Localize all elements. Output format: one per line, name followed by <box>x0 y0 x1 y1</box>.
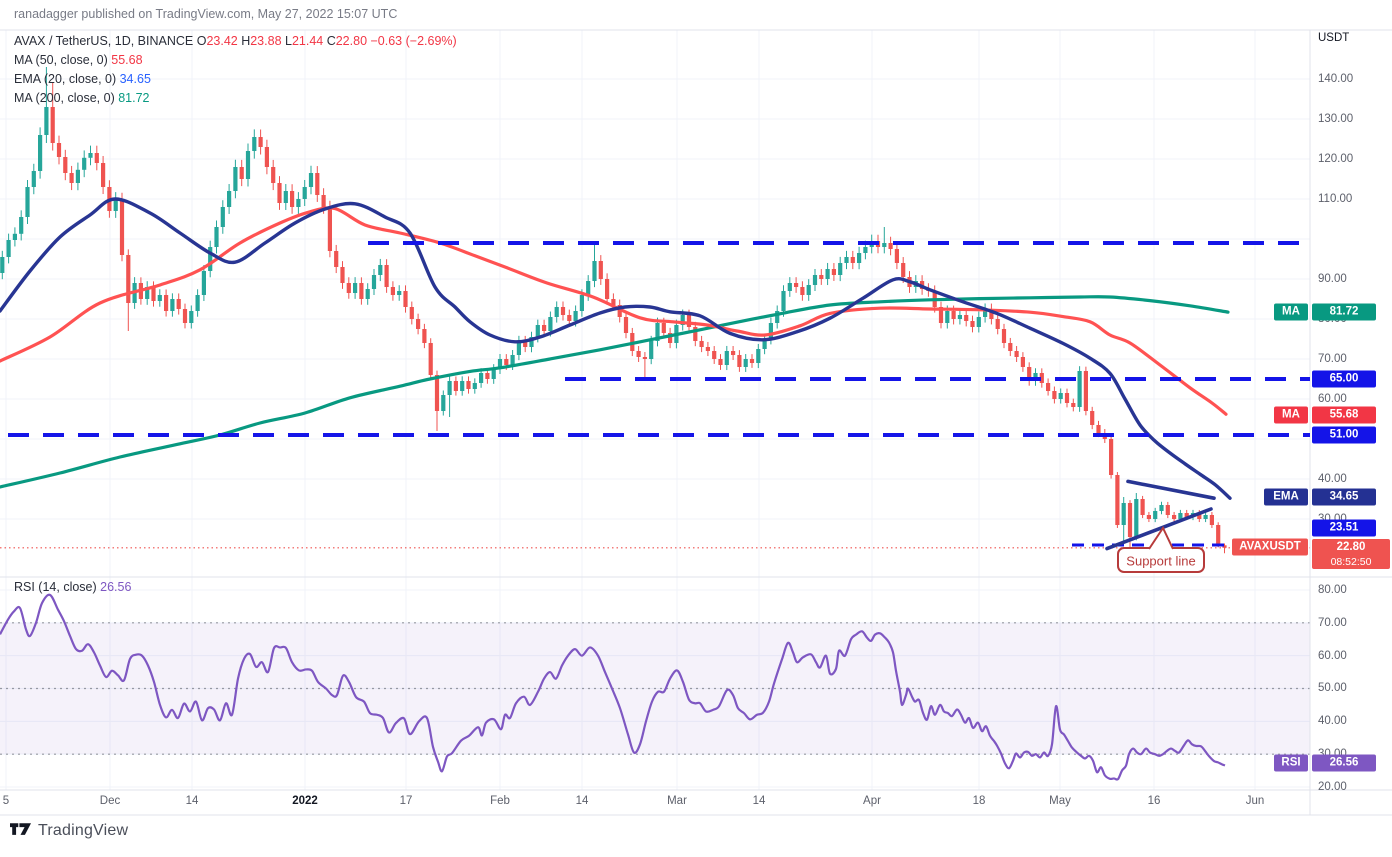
indicator-label: MA (200, close, 0) <box>14 91 119 105</box>
rsi-line-layer <box>0 593 1226 781</box>
indicator-row[interactable]: MA (50, close, 0) 55.68 <box>14 51 457 70</box>
symbol-row: AVAX / TetherUS, 1D, BINANCE O23.42 H23.… <box>14 32 457 51</box>
watermark: ranadagger published on TradingView.com,… <box>14 7 398 21</box>
ohlc-value: 23.42 <box>206 34 238 48</box>
pane-frames <box>0 29 1392 816</box>
time-tick: 14 <box>752 795 766 807</box>
price-tick: 70.00 <box>1318 617 1347 629</box>
ma-50-line <box>0 206 1228 416</box>
rsi-label[interactable]: RSI (14, close) <box>14 580 97 594</box>
tradingview-logo-icon <box>10 823 31 835</box>
ohlc-value: 21.44 <box>291 34 324 48</box>
last-price-value: 22.80 <box>1336 541 1366 553</box>
price-tick: 40.00 <box>1318 715 1347 727</box>
price-tick: 40.00 <box>1318 473 1347 485</box>
price-axis-currency: USDT <box>1318 32 1350 44</box>
ma-name-chip: MA <box>1274 303 1308 321</box>
time-tick: 14 <box>575 795 589 807</box>
value-chip-55.68: 55.68 <box>1312 406 1376 424</box>
time-tick: Dec <box>99 795 121 807</box>
indicator-value: 55.68 <box>111 53 143 67</box>
ema-name-chip: EMA <box>1264 488 1308 506</box>
value-chip-26.56: 26.56 <box>1312 754 1376 772</box>
value-chip-81.72: 81.72 <box>1312 303 1376 321</box>
rsi-value: 26.56 <box>100 580 132 594</box>
indicator-row[interactable]: EMA (20, close, 0) 34.65 <box>14 70 457 89</box>
bar-countdown: 08:52:50 <box>1330 556 1372 568</box>
price-tick: 70.00 <box>1318 353 1347 365</box>
price-tick: 80.00 <box>1318 584 1347 596</box>
chart-legend[interactable]: AVAX / TetherUS, 1D, BINANCE O23.42 H23.… <box>14 32 457 108</box>
rsi-band <box>0 622 1310 755</box>
change-value: −0.63 (−2.69%) <box>370 34 457 48</box>
time-tick: Feb <box>490 795 510 807</box>
price-tick: 20.00 <box>1318 781 1347 793</box>
value-chip-23.51: 23.51 <box>1312 519 1376 537</box>
level-lines-layer[interactable] <box>0 241 1310 549</box>
ma-200-line <box>0 295 1230 489</box>
indicator-row[interactable]: MA (200, close, 0) 81.72 <box>14 89 457 108</box>
ohlc-key: L <box>281 34 292 48</box>
indicator-label: MA (50, close, 0) <box>14 53 112 67</box>
last-price-badge: 22.80 08:52:50 <box>1312 539 1390 569</box>
symbol-title[interactable]: AVAX / TetherUS, 1D, BINANCE <box>14 34 194 48</box>
time-tick: 2022 <box>292 795 318 807</box>
time-tick: 14 <box>185 795 199 807</box>
rsi-legend[interactable]: RSI (14, close) 26.56 <box>14 580 131 594</box>
price-tick: 50.00 <box>1318 682 1347 694</box>
price-tick: 90.00 <box>1318 273 1347 285</box>
rsi-name-chip: RSI <box>1274 754 1308 772</box>
symbol-name-chip: AVAXUSDT <box>1232 538 1308 556</box>
price-tick: 110.00 <box>1318 193 1353 205</box>
ma-lines-layer <box>0 197 1232 500</box>
price-tick: 120.00 <box>1318 153 1354 165</box>
ohlc-key: O <box>196 34 207 48</box>
value-chip-34.65: 34.65 <box>1312 488 1376 506</box>
price-tick: 60.00 <box>1318 393 1347 405</box>
ohlc-values: O23.42 H23.88 L21.44 C22.80 <box>197 34 367 48</box>
indicator-value: 81.72 <box>118 91 150 105</box>
ema-20-line <box>0 197 1232 500</box>
time-tick: Mar <box>667 795 687 807</box>
footer: TradingView <box>10 822 128 840</box>
ohlc-value: 23.88 <box>250 34 282 48</box>
time-tick: May <box>1049 795 1071 807</box>
value-chip-65.00: 65.00 <box>1312 370 1376 388</box>
time-tick: 17 <box>399 795 413 807</box>
value-chip-51.00: 51.00 <box>1312 426 1376 444</box>
rsi-line <box>0 593 1226 781</box>
support-line-label[interactable]: Support line <box>1126 553 1196 569</box>
time-tick: 16 <box>1147 795 1161 807</box>
price-tick: 60.00 <box>1318 650 1347 662</box>
time-tick: 5 <box>2 795 10 807</box>
indicator-rows: MA (50, close, 0) 55.68 EMA (20, close, 0… <box>14 51 457 108</box>
tradingview-brand: TradingView <box>38 822 129 839</box>
ohlc-value: 22.80 <box>335 34 368 48</box>
candles-layer <box>0 67 1227 554</box>
support-trendline[interactable] <box>1105 507 1213 551</box>
indicator-label: EMA (20, close, 0) <box>14 72 120 86</box>
ohlc-key: C <box>323 34 336 48</box>
indicator-value: 34.65 <box>119 72 151 86</box>
ma-name-chip: MA <box>1274 406 1308 424</box>
time-tick: Jun <box>1245 795 1265 807</box>
time-tick: 18 <box>972 795 986 807</box>
price-tick: 130.00 <box>1318 113 1354 125</box>
drawings-layer[interactable] <box>1105 479 1216 573</box>
time-tick: Apr <box>863 795 881 807</box>
ohlc-key: H <box>237 34 251 48</box>
price-tick: 140.00 <box>1318 73 1354 85</box>
resistance-trendline[interactable] <box>1126 479 1216 501</box>
